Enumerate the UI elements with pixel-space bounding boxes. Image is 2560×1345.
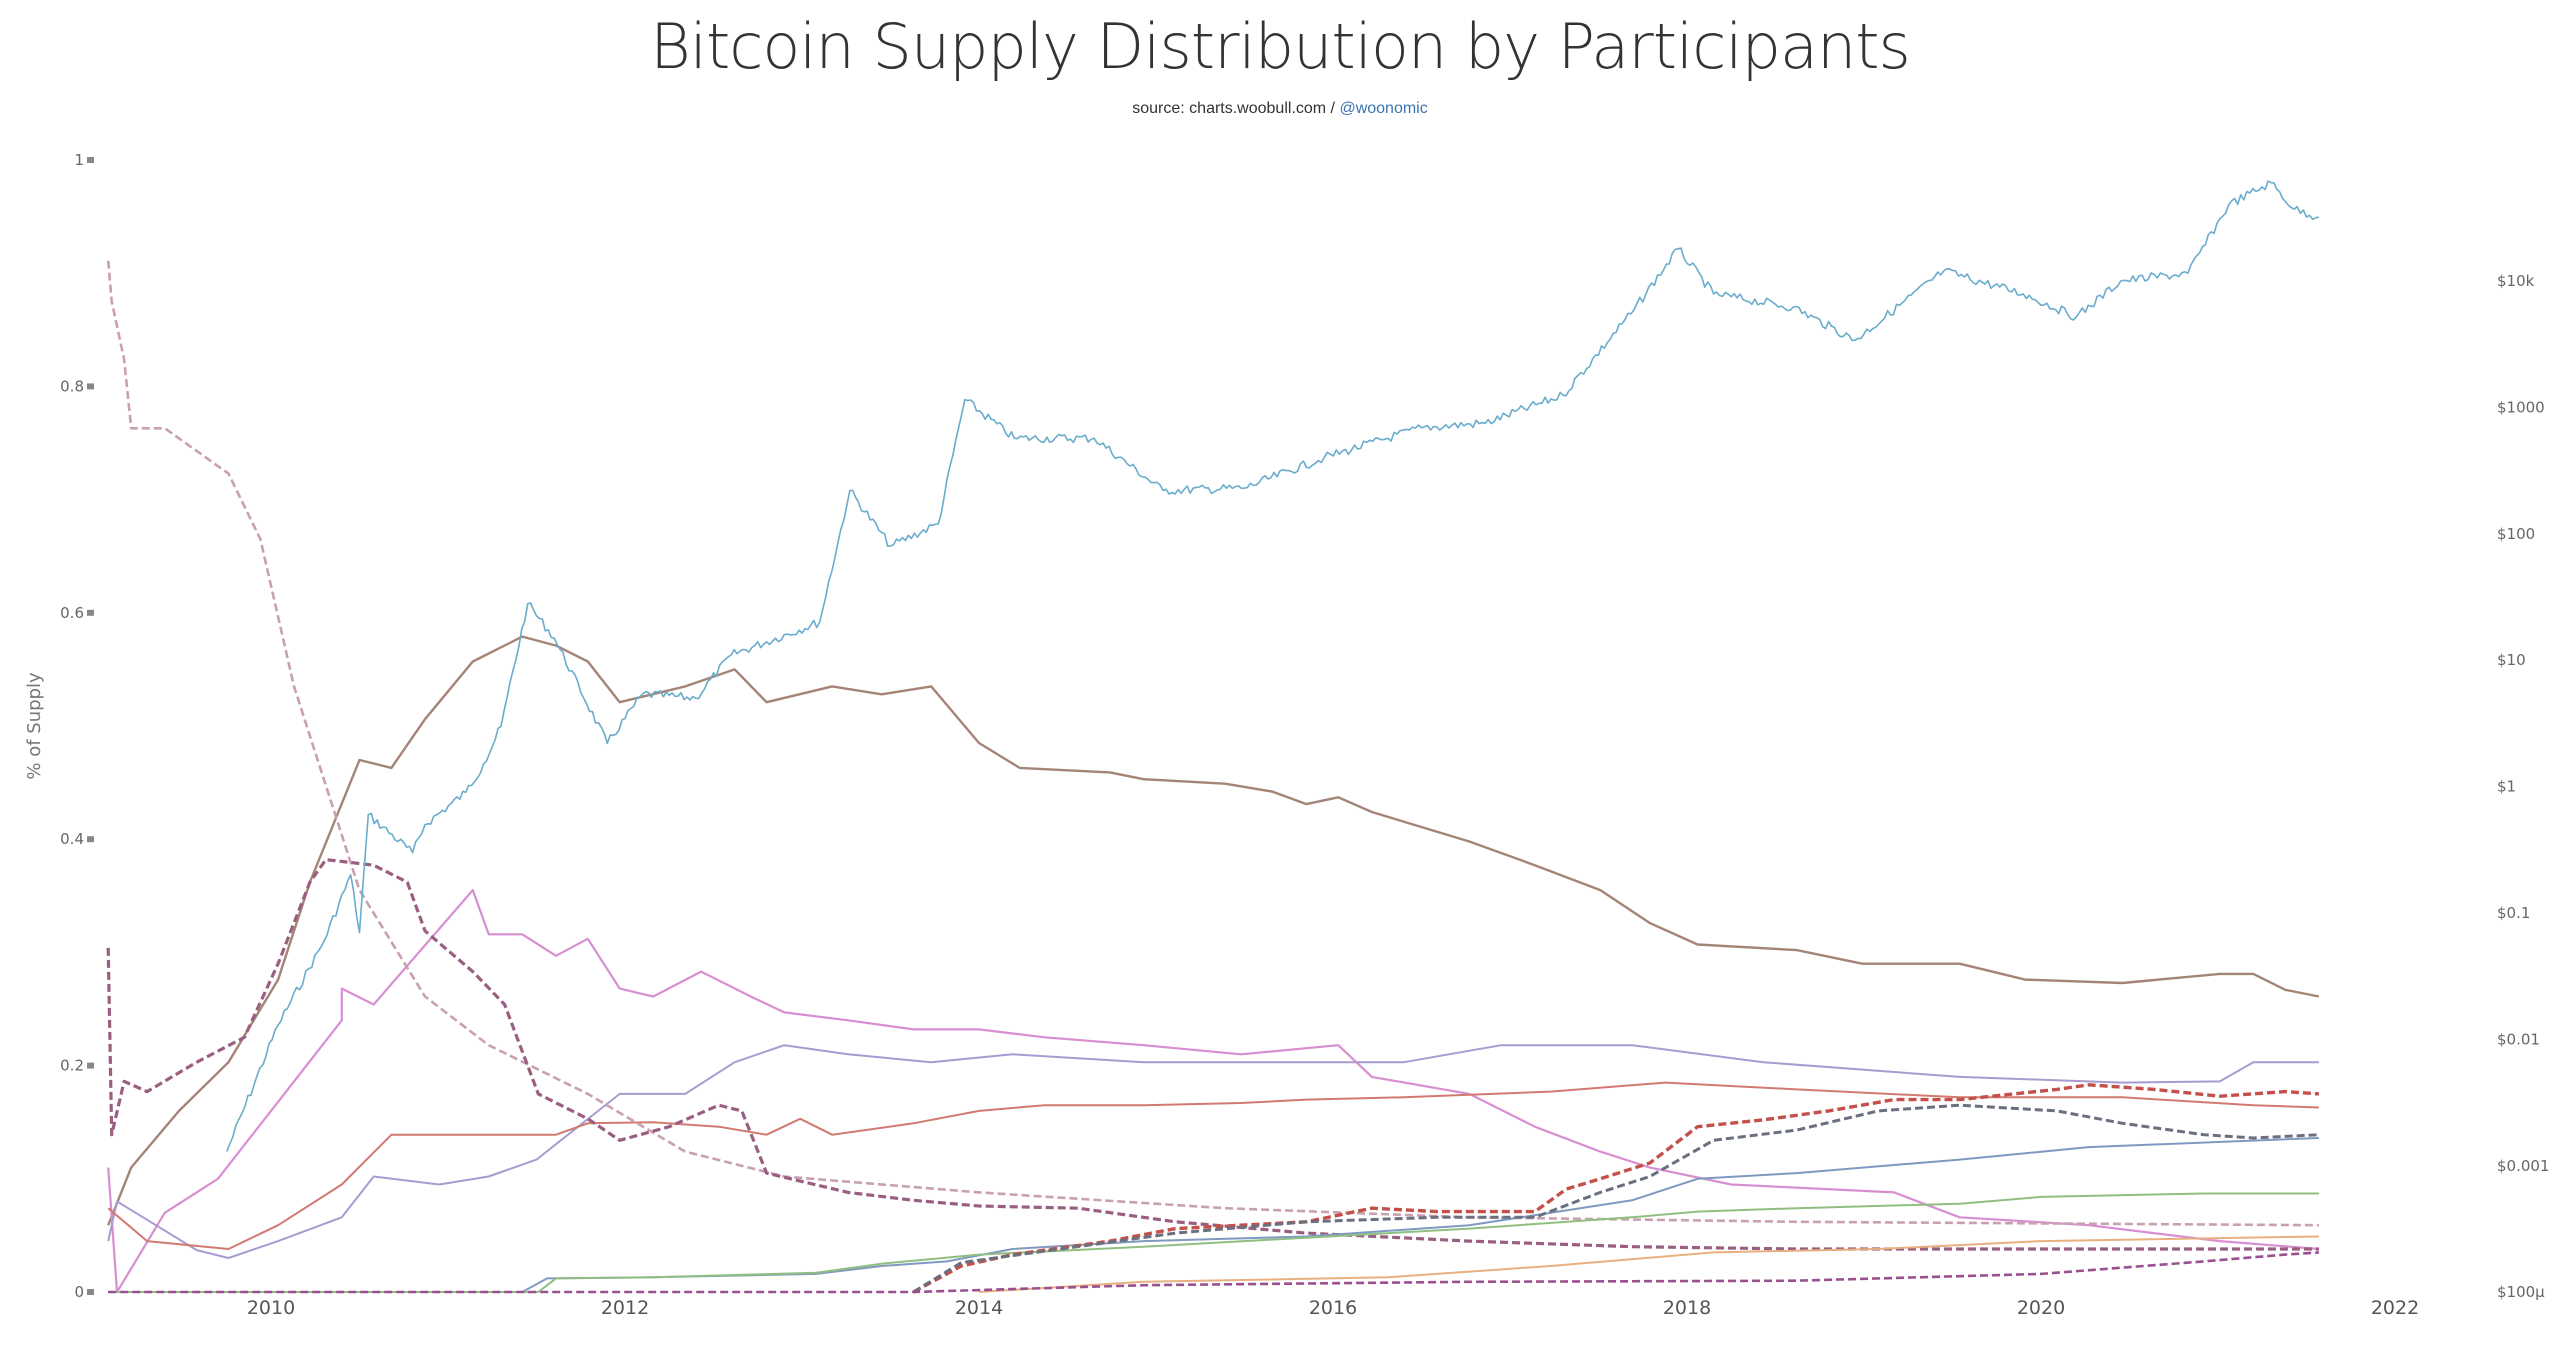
y-tick-label: 0.8 <box>60 377 84 395</box>
y-tick-mark <box>87 609 94 616</box>
y-tick-mark <box>87 383 94 390</box>
series-line-6 <box>108 1137 2319 1293</box>
x-tick-label: 2012 <box>601 1297 649 1319</box>
y2-tick-label: $1000 <box>2497 398 2545 416</box>
y2-tick-label: $100µ <box>2497 1283 2545 1301</box>
source-text: source: charts.woobull.com / <box>1132 100 1340 117</box>
y-tick-label: 0.2 <box>60 1057 84 1075</box>
series-line-11 <box>108 1251 2319 1294</box>
y2-tick-label: $0.01 <box>2497 1030 2540 1048</box>
series-line-5 <box>106 858 2319 1251</box>
x-tick-label: 2014 <box>955 1297 1003 1319</box>
y-tick-mark <box>87 1062 94 1069</box>
y-tick-label: 0.6 <box>60 604 84 622</box>
y2-tick-label: $10k <box>2497 272 2535 290</box>
series-line-0 <box>107 635 2320 1226</box>
y-tick-label: 0.4 <box>60 830 84 848</box>
x-tick-label: 2010 <box>247 1297 295 1319</box>
x-tick-label: 2020 <box>2017 1297 2065 1319</box>
author-link[interactable]: @woonomic <box>1339 100 1428 117</box>
y-tick-label: 0 <box>74 1283 84 1301</box>
series-line-7 <box>108 1192 2319 1293</box>
series-line-3 <box>107 1081 2319 1250</box>
axes: 0 0.2 0.4 0.6 0.8 1 2010 2012 2014 2016 2018 2020 20… <box>24 151 2550 1319</box>
series-line-9 <box>912 1083 2320 1294</box>
series-line-8 <box>978 1235 2319 1293</box>
y2-tick-label: $0.001 <box>2497 1157 2550 1175</box>
x-tick-label: 2018 <box>1663 1297 1711 1319</box>
y-tick-label: 1 <box>74 151 84 169</box>
y2-tick-label: $10 <box>2497 651 2526 669</box>
y2-tick-label: $100 <box>2497 525 2535 543</box>
chart-title: Bitcoin Supply Distribution by Participa… <box>650 10 1911 83</box>
y-tick-mark <box>87 1289 94 1295</box>
x-tick-label: 2022 <box>2371 1297 2419 1319</box>
y2-tick-label: $0.1 <box>2497 904 2530 922</box>
x-tick-label: 2016 <box>1309 1297 1357 1319</box>
y2-tick-label: $1 <box>2497 778 2516 796</box>
series-line-1 <box>107 889 2319 1294</box>
y-tick-mark <box>87 157 94 163</box>
price-line <box>226 180 2320 1152</box>
series-line-2 <box>107 1044 2319 1259</box>
series-line-4 <box>106 260 2319 1227</box>
y-tick-mark <box>87 836 94 843</box>
series-line-10 <box>912 1103 2319 1294</box>
y-axis-label: % of Supply <box>24 672 45 780</box>
series-lines <box>106 180 2320 1294</box>
chart-subtitle: source: charts.woobull.com / @woonomic <box>0 100 2560 118</box>
